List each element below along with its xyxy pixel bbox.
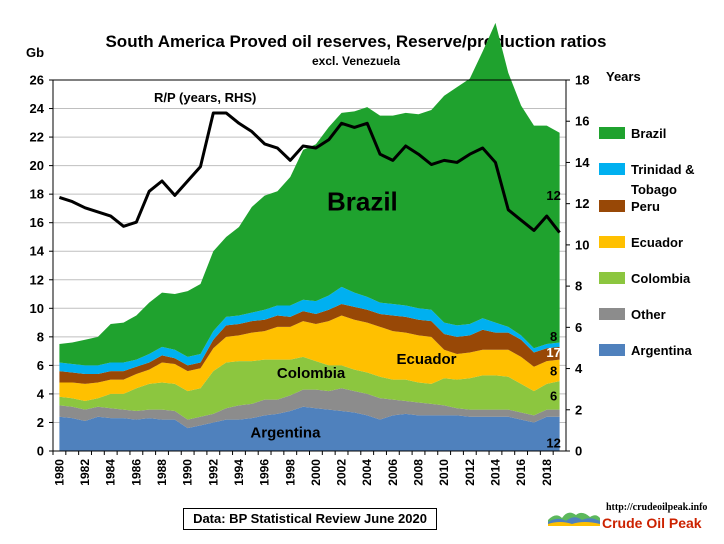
end-label: 8 — [550, 329, 557, 344]
x-tick-label: 1982 — [78, 459, 92, 486]
legend-label: Ecuador — [631, 235, 683, 250]
area-label-brazil: Brazil — [327, 187, 398, 217]
x-tick-label: 1996 — [258, 459, 272, 486]
left-tick-label: 6 — [37, 358, 44, 373]
legend: Brazil Trinidad & Tobago Peru Ecuador Colombi… — [599, 126, 695, 358]
left-tick-label: 2 — [37, 415, 44, 430]
legend-label: Tobago — [631, 182, 677, 197]
area-colombia — [59, 356, 560, 420]
right-tick-label: 6 — [575, 320, 582, 335]
rp-line — [58, 111, 561, 234]
area-label-argentina: Argentina — [250, 424, 321, 441]
area-label-colombia: Colombia — [277, 365, 346, 382]
left-tick-label: 8 — [37, 329, 44, 344]
area-other — [59, 388, 560, 429]
logo-url[interactable]: http://crudeoilpeak.info — [606, 502, 708, 513]
area-labels: Brazil Colombia Ecuador Argentina — [250, 187, 456, 442]
legend-label: Argentina — [631, 343, 692, 358]
right-tick-label: 0 — [575, 444, 582, 459]
left-tick-label: 16 — [30, 215, 44, 230]
x-tick-label: 2010 — [437, 459, 451, 486]
left-tick-label: 10 — [30, 301, 44, 316]
legend-swatch — [599, 163, 625, 175]
left-tick-label: 26 — [30, 73, 44, 88]
right-tick-label: 8 — [575, 279, 582, 294]
logo-name: Crude Oil Peak — [602, 515, 702, 531]
left-tick-label: 14 — [30, 244, 45, 259]
legend-swatch — [599, 308, 625, 320]
right-tick-label: 2 — [575, 402, 582, 417]
x-tick-label: 2014 — [488, 459, 502, 486]
right-tick-label: 4 — [575, 361, 583, 376]
area-brazil — [59, 22, 560, 366]
left-tick-label: 12 — [30, 272, 44, 287]
stacked-areas — [59, 22, 560, 451]
left-tick-label: 20 — [30, 158, 44, 173]
x-tick-label: 2002 — [335, 459, 349, 486]
legend-label: Peru — [631, 199, 660, 214]
x-tick-label: 2006 — [386, 459, 400, 486]
x-tick-label: 1980 — [52, 459, 66, 486]
left-tick-label: 0 — [37, 444, 44, 459]
legend-swatch — [599, 344, 625, 356]
legend-label: Trinidad & — [631, 162, 695, 177]
right-tick-label: 10 — [575, 237, 589, 252]
area-trinidad-tobago — [59, 286, 560, 374]
x-axis: 1980 1982 1984 1986 1988 1990 1992 1994 1996 1998… — [52, 451, 554, 486]
source-note: Data: BP Statistical Review June 2020 — [183, 508, 437, 530]
legend-label: Colombia — [631, 271, 691, 286]
x-tick-label: 1992 — [206, 459, 220, 486]
legend-swatch — [599, 127, 625, 139]
legend-swatch — [599, 272, 625, 284]
right-tick-label: 16 — [575, 114, 589, 129]
legend-swatch — [599, 236, 625, 248]
right-tick-label: 12 — [575, 196, 589, 211]
end-label: 12 — [546, 435, 560, 450]
area-label-ecuador: Ecuador — [397, 351, 457, 368]
x-tick-label: 1998 — [283, 459, 297, 486]
right-axis: 0 2 4 6 8 10 12 14 16 18 — [566, 73, 590, 459]
x-tick-label: 2000 — [309, 459, 323, 486]
x-tick-label: 1994 — [232, 459, 246, 486]
chart-title: South America Proved oil reserves, Reser… — [105, 32, 606, 51]
x-tick-label: 1990 — [181, 459, 195, 486]
legend-label: Brazil — [631, 126, 666, 141]
legend-label: Other — [631, 307, 666, 322]
left-tick-label: 18 — [30, 187, 44, 202]
end-label: 6 — [550, 388, 557, 403]
right-axis-unit: Years — [606, 69, 641, 84]
area-ecuador — [59, 315, 560, 402]
x-tick-label: 1986 — [129, 459, 143, 486]
crude-oil-peak-logo-icon — [548, 512, 600, 526]
left-tick-label: 24 — [30, 101, 45, 116]
end-label: 17 — [546, 345, 560, 360]
rp-line-group — [58, 111, 561, 234]
rp-line-label: R/P (years, RHS) — [154, 90, 256, 105]
x-tick-label: 1988 — [155, 459, 169, 486]
x-tick-label: 2018 — [540, 459, 554, 486]
chart-subtitle: excl. Venezuela — [312, 54, 400, 68]
left-tick-label: 4 — [37, 386, 45, 401]
end-label: 8 — [550, 363, 557, 378]
x-tick-label: 1984 — [104, 459, 118, 486]
right-tick-label: 14 — [575, 155, 590, 170]
left-axis-unit: Gb — [26, 45, 44, 60]
left-tick-label: 22 — [30, 130, 44, 145]
end-label: 12 — [546, 188, 560, 203]
x-tick-label: 2008 — [412, 459, 426, 486]
legend-swatch — [599, 200, 625, 212]
area-peru — [59, 304, 560, 384]
area-argentina — [59, 406, 560, 451]
right-tick-label: 18 — [575, 73, 589, 88]
x-tick-label: 2016 — [514, 459, 528, 486]
x-tick-label: 2012 — [463, 459, 477, 486]
x-tick-label: 2004 — [360, 459, 374, 486]
